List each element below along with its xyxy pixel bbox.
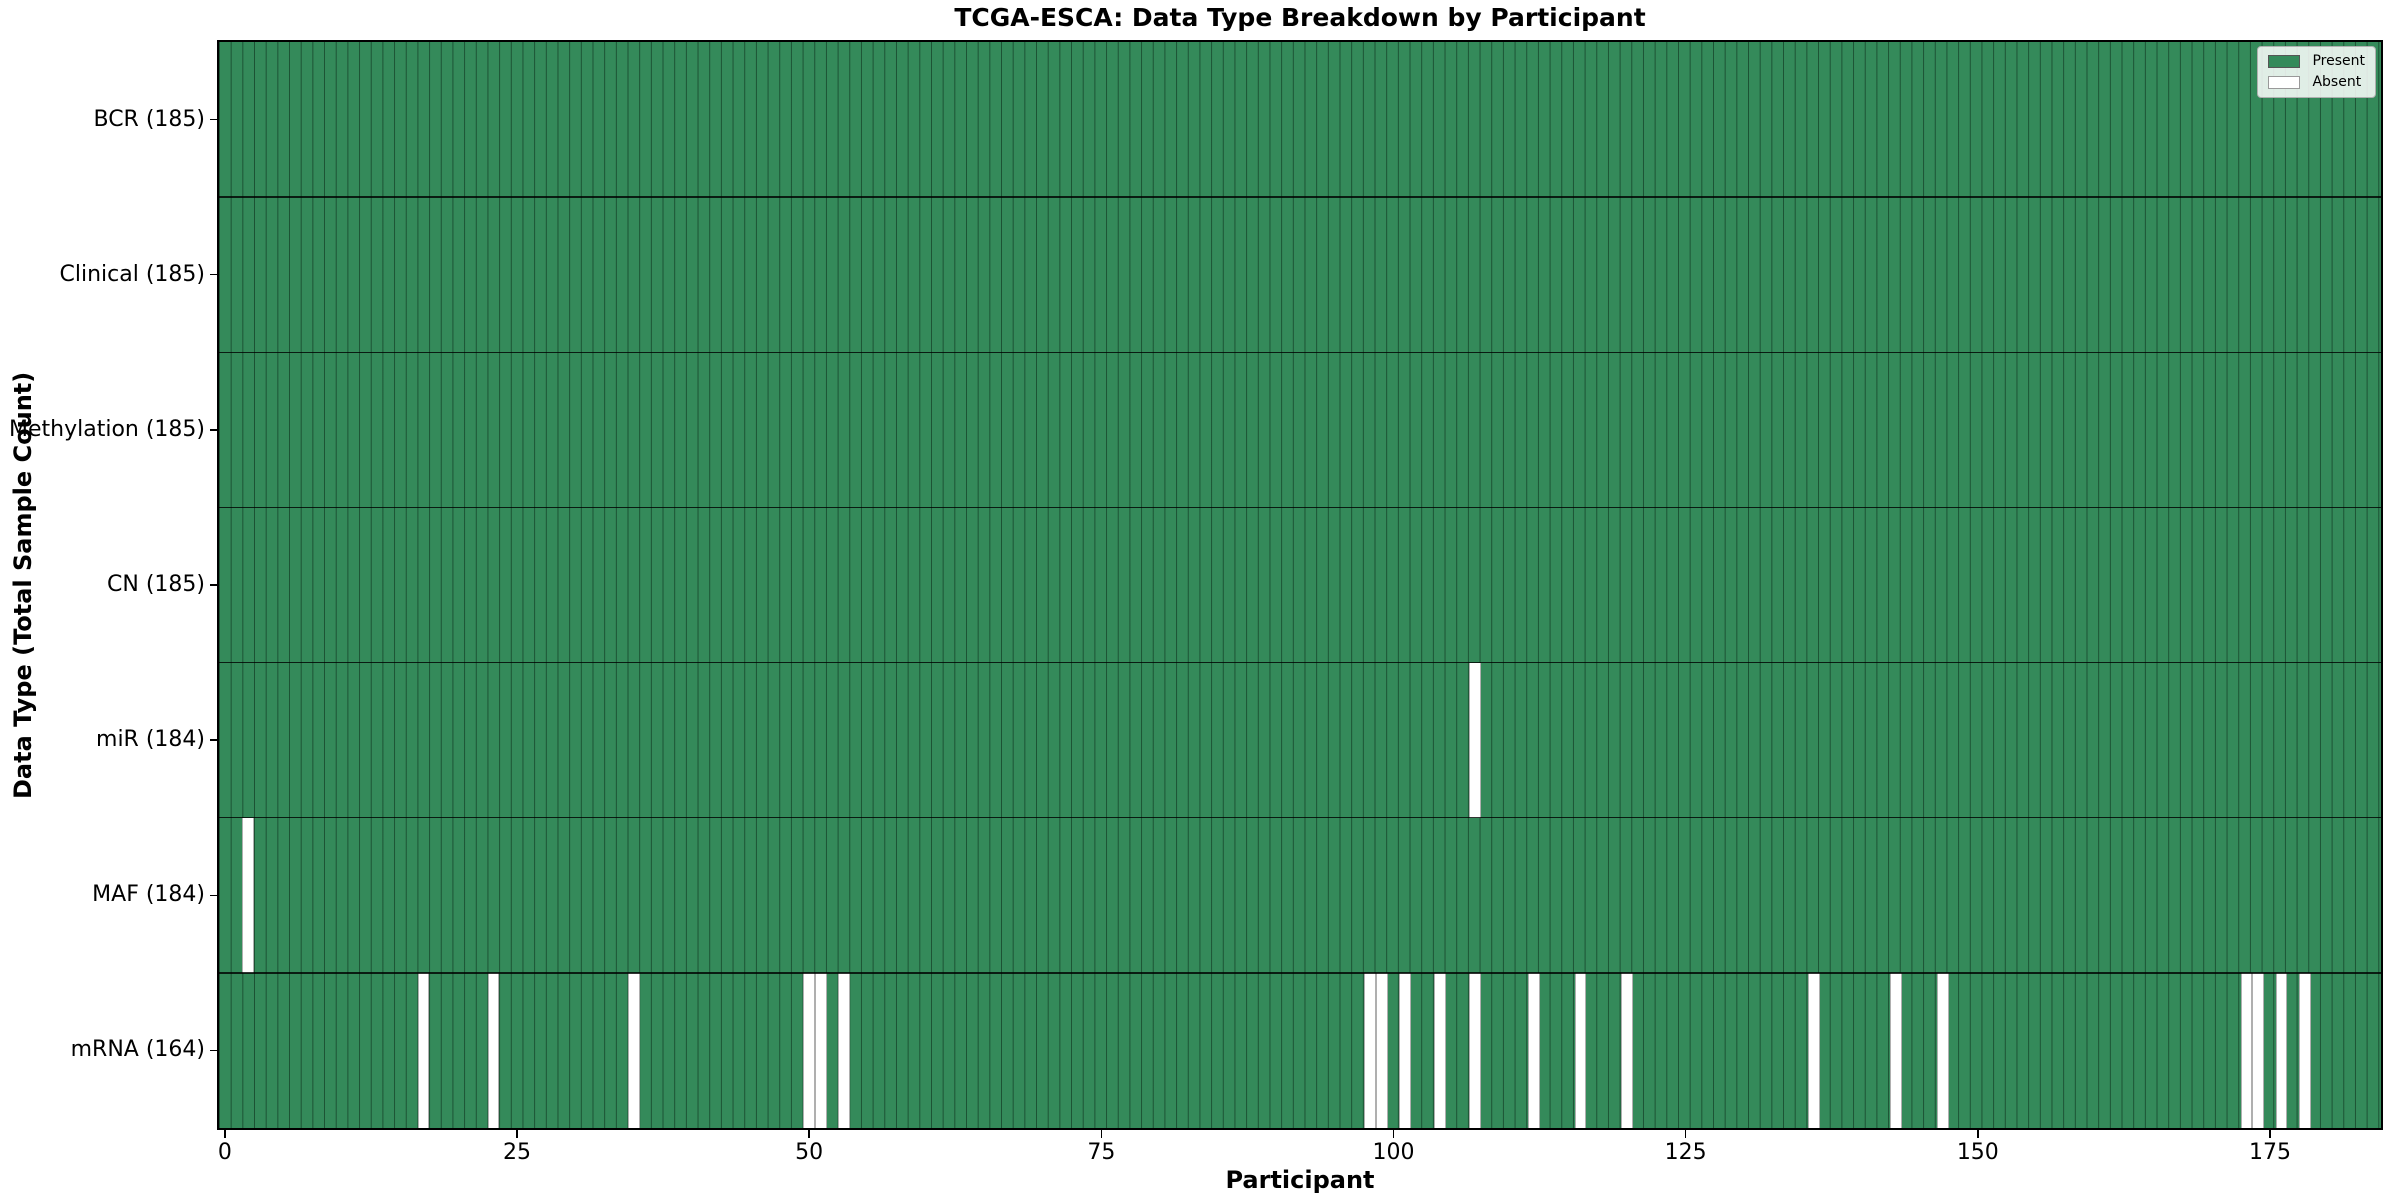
x-tick-label-0: 0 [217,1140,232,1165]
absent-cell-mRNA-173 [2240,972,2253,1128]
heatmap-row-BCR [219,42,2381,198]
legend-label-present: Present [2312,53,2365,69]
y-tick-mark [210,894,218,897]
x-tick-label-150: 150 [1956,1140,1999,1165]
absent-cell-mRNA-17 [417,972,430,1128]
x-axis-label: Participant [1225,1166,1375,1194]
absent-cell-MAF-2 [242,817,255,973]
absent-cell-mRNA-136 [1808,972,1821,1128]
absent-cell-mRNA-116 [1574,972,1587,1128]
y-tick-mark [210,429,218,431]
chart-title: TCGA-ESCA: Data Type Breakdown by Partic… [954,3,1646,32]
x-tick-mark [1100,1130,1103,1138]
absent-cell-mRNA-98 [1364,972,1376,1128]
plot-area [217,40,2383,1130]
row-divider [219,506,2381,509]
absent-cell-mRNA-176 [2275,972,2288,1128]
absent-cell-mRNA-174 [2252,972,2265,1128]
y-tick-mark [210,118,218,121]
heatmap-row-MAF [219,817,2381,973]
legend: Present Absent [2257,46,2376,98]
row-divider [219,351,2381,354]
x-tick-label-175: 175 [2248,1140,2291,1165]
absent-cell-mRNA-112 [1527,972,1540,1128]
x-tick-mark [1977,1130,1979,1138]
y-tick-label-Methylation: Methylation (185) [9,416,205,442]
x-tick-mark [1392,1130,1395,1138]
x-tick-label-25: 25 [503,1140,531,1165]
row-divider [219,196,2381,198]
heatmap-row-CN [219,507,2381,663]
legend-label-absent: Absent [2312,74,2362,90]
x-tick-label-125: 125 [1664,1140,1707,1165]
absent-swatch-icon [2268,76,2301,89]
row-divider [219,972,2381,974]
heatmap-row-miR [219,662,2381,818]
x-tick-mark [516,1130,518,1138]
legend-entry-absent: Absent [2268,75,2365,90]
absent-cell-mRNA-178 [2299,972,2311,1128]
y-tick-label-CN: CN (185) [107,572,205,597]
y-tick-label-MAF: MAF (184) [92,882,205,908]
legend-entry-present: Present [2268,54,2365,69]
present-swatch-icon [2268,55,2301,68]
x-tick-label-50: 50 [795,1140,824,1165]
x-tick-mark [2269,1130,2271,1138]
x-tick-mark [1684,1130,1687,1138]
heatmap-row-Clinical [219,197,2381,353]
y-tick-mark [210,739,218,741]
absent-cell-mRNA-50 [803,972,815,1128]
absent-cell-mRNA-51 [815,972,827,1128]
heatmap-row-mRNA [219,972,2381,1128]
absent-cell-mRNA-53 [838,972,851,1128]
absent-cell-mRNA-99 [1375,972,1388,1128]
absent-cell-mRNA-147 [1936,972,1949,1128]
x-tick-label-75: 75 [1087,1140,1116,1165]
absent-cell-mRNA-107 [1469,972,1482,1128]
heatmap-row-Methylation [219,352,2381,508]
y-tick-mark [210,273,218,276]
absent-cell-mRNA-35 [628,972,640,1128]
absent-cell-mRNA-101 [1399,972,1411,1128]
absent-cell-miR-107 [1469,662,1482,818]
x-tick-mark [808,1130,810,1138]
y-tick-label-Clinical: Clinical (185) [59,261,205,287]
absent-cell-mRNA-143 [1890,972,1902,1128]
y-tick-mark [210,1049,218,1052]
x-tick-mark [224,1130,226,1138]
absent-cell-mRNA-104 [1434,972,1447,1128]
y-tick-label-mRNA: mRNA (164) [70,1037,205,1063]
y-tick-mark [210,584,218,586]
y-tick-label-BCR: BCR (185) [93,106,205,132]
row-divider [219,816,2381,819]
x-tick-label-100: 100 [1372,1140,1415,1165]
y-tick-label-miR: miR (184) [96,727,205,753]
row-divider [219,661,2381,664]
absent-cell-mRNA-120 [1621,972,1634,1128]
absent-cell-mRNA-23 [487,972,500,1128]
